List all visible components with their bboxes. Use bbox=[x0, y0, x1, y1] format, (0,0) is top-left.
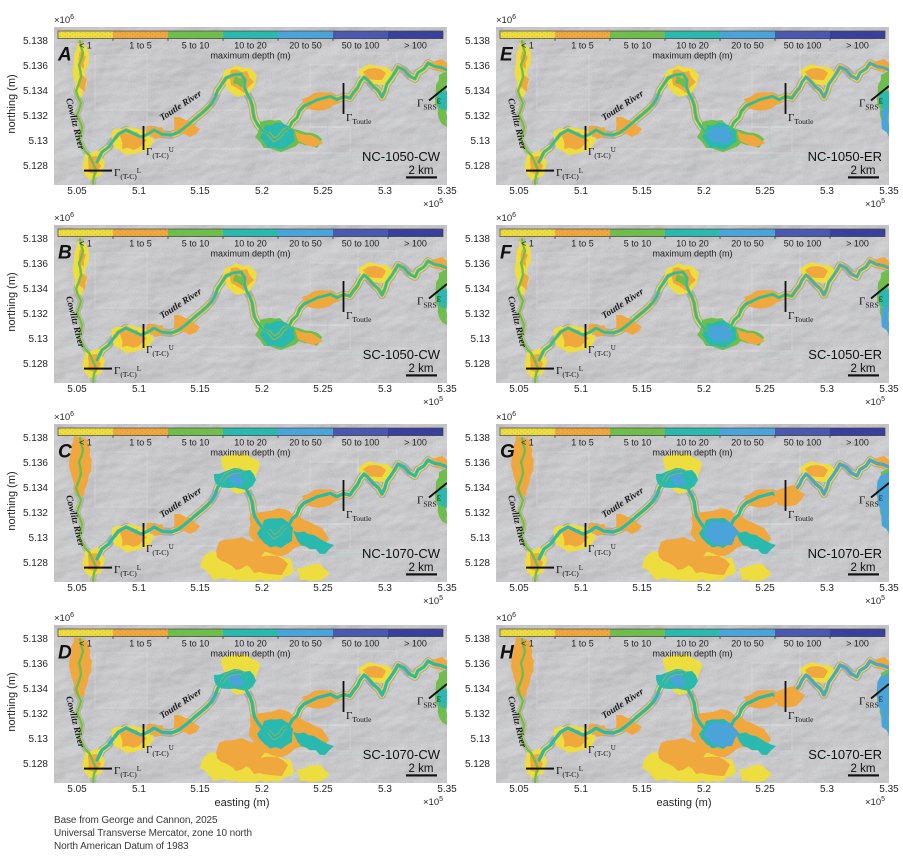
svg-text:NC-1070-ER: NC-1070-ER bbox=[808, 546, 882, 561]
svg-text:SC-1050-CW: SC-1050-CW bbox=[363, 347, 441, 362]
svg-text:E: E bbox=[500, 45, 514, 66]
svg-text:NC-1050-ER: NC-1050-ER bbox=[808, 149, 882, 164]
svg-text:A: A bbox=[57, 45, 72, 66]
svg-text:H: H bbox=[500, 643, 515, 664]
svg-text:G: G bbox=[500, 442, 515, 463]
svg-text:B: B bbox=[58, 243, 72, 264]
svg-text:SC-1070-CW: SC-1070-CW bbox=[363, 747, 441, 762]
svg-text:SC-1050-ER: SC-1050-ER bbox=[808, 347, 882, 362]
svg-text:NC-1070-CW: NC-1070-CW bbox=[362, 546, 441, 561]
svg-text:F: F bbox=[500, 243, 513, 264]
svg-text:D: D bbox=[58, 643, 72, 664]
svg-text:C: C bbox=[58, 442, 72, 463]
svg-text:SC-1070-ER: SC-1070-ER bbox=[808, 747, 882, 762]
svg-text:NC-1050-CW: NC-1050-CW bbox=[362, 149, 441, 164]
